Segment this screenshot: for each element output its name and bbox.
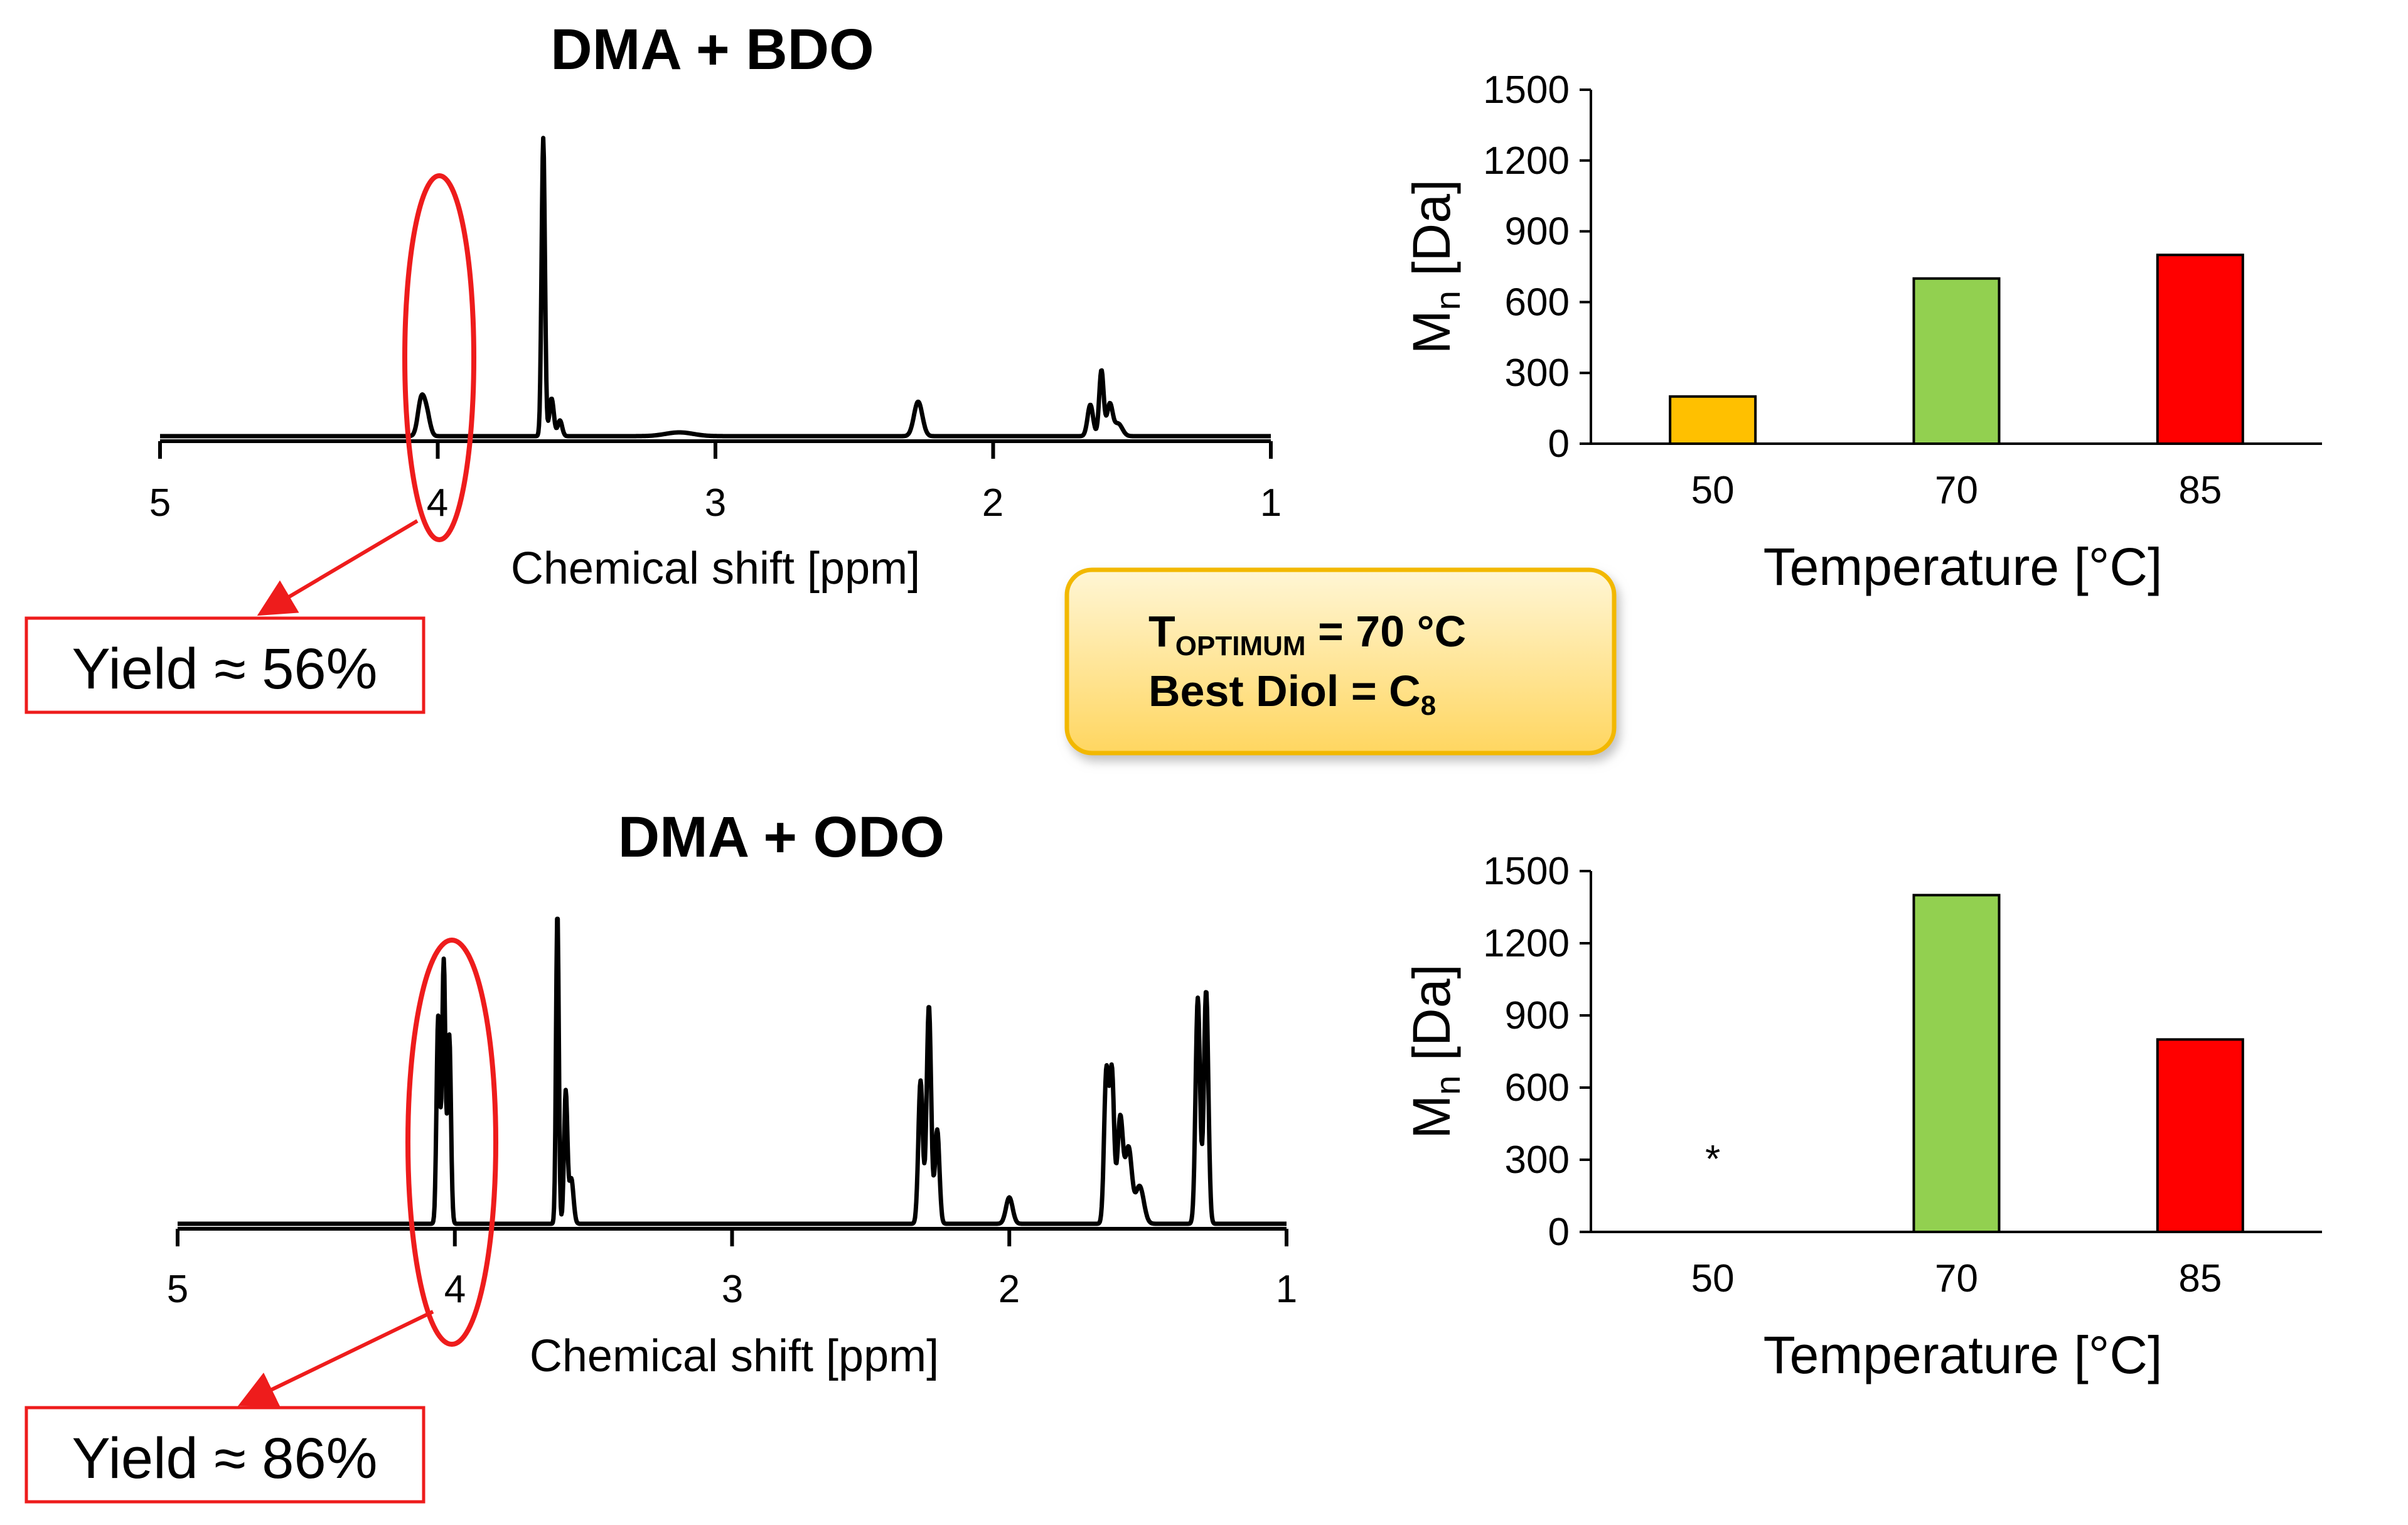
bar-x-tick-label: 85 [2178,469,2222,512]
bar-panel-bdo: 0 300 600 900 1200 1500 50 70 85 Temperature [°C]… [1402,68,2322,596]
nmr-tick-label: 1 [1260,481,1282,525]
bar-y-tick-label: 600 [1505,1066,1570,1110]
bar-y-axis-label: Mn [Da] [1402,179,1467,355]
nmr-tick-label: 3 [705,481,726,525]
bar-y-tick-label: 1500 [1483,68,1570,112]
nmr-panel-odo: DMA + ODO 5 4 3 2 1 Chemical shift [ppm]… [24,805,1297,1504]
bar-y-tick-label: 0 [1548,1211,1570,1254]
bar-y-tick-label: 300 [1505,351,1570,395]
bar-y-tick-label: 1500 [1483,850,1570,893]
nmr-tick-label: 3 [722,1268,743,1311]
highlight-arrow-bdo [257,519,419,616]
nmr-title-bdo: DMA + BDO [550,18,874,82]
bar-y-tick-label: 0 [1548,422,1570,466]
highlight-arrow-odo [238,1310,434,1407]
bar-x-tick-label: 70 [1935,1257,1978,1300]
nmr-x-ticks-bdo [158,441,1273,459]
bar-chart-bdo: 0 300 600 900 1200 1500 50 70 85 Temperature [°C]… [1402,68,2322,596]
bar-x-tick-label: 50 [1691,469,1735,512]
bar-x-axis-label: Temperature [°C] [1763,537,2163,596]
nmr-tick-label: 4 [427,481,448,525]
highlight-ellipse-bdo [402,173,476,542]
nmr-tick-label: 5 [167,1268,188,1311]
bar-y-tick-label: 600 [1505,281,1570,324]
nmr-spectrum-line-bdo [158,136,1273,439]
yield-label-odo: Yield ≈ 86% [72,1426,378,1490]
bar-annotation: * [1705,1138,1720,1181]
nmr-panel-bdo: DMA + BDO 5 4 3 2 1 Chemical shift [ppm]… [24,18,1282,714]
nmr-tick-label: 5 [149,481,171,525]
nmr-tick-label: 2 [998,1268,1020,1311]
bar-x-tick-label: 85 [2178,1257,2222,1300]
bar-x-axis-label: Temperature [°C] [1763,1325,2163,1384]
nmr-x-axis-label-bdo: Chemical shift [ppm] [511,543,920,594]
nmr-tick-label: 4 [444,1268,466,1311]
bar-x-tick-label: 70 [1935,469,1978,512]
yield-box-odo [24,1406,425,1504]
bar-85 [2156,254,2244,445]
bar-85 [2156,1038,2244,1234]
yield-label-bdo: Yield ≈ 56% [72,637,378,701]
optimum-callout: TOPTIMUM = 70 °C Best Diol = C8 [1064,567,1617,756]
nmr-x-ticks-odo [176,1229,1288,1246]
callout-box [1064,567,1617,756]
bar-y-tick-label: 900 [1505,210,1570,254]
nmr-tick-label: 1 [1276,1268,1297,1311]
bar-y-tick-label: 900 [1505,994,1570,1037]
bar-y-tick-label: 1200 [1483,922,1570,965]
bar-y-tick-label: 1200 [1483,139,1570,183]
yield-box-bdo [24,616,425,714]
bar-y-tick-label: 300 [1505,1138,1570,1182]
bar-70 [1912,277,2001,445]
bar-50 [1669,395,1757,445]
nmr-tick-label: 2 [982,481,1003,525]
bar-70 [1912,894,2001,1234]
nmr-spectrum-line-odo [176,916,1288,1226]
bar-y-axis-label: Mn [Da] [1402,964,1467,1139]
bar-chart-odo: 0 300 600 900 1200 1500 50 70 85 * Temperature [°C… [1402,850,2322,1384]
nmr-x-axis-label-odo: Chemical shift [ppm] [530,1331,939,1381]
callout-line-optimum: TOPTIMUM = 70 °C [1148,607,1466,661]
bar-panel-odo: 0 300 600 900 1200 1500 50 70 85 * Temperature [°C… [1402,850,2322,1384]
highlight-ellipse-odo [405,938,498,1347]
callout-line-best-diol: Best Diol = C8 [1148,666,1436,721]
nmr-title-odo: DMA + ODO [618,805,945,869]
bar-x-tick-label: 50 [1691,1257,1735,1300]
